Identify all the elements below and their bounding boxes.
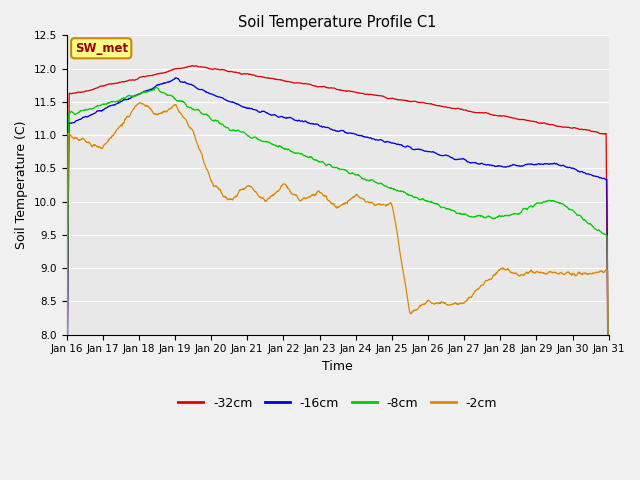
Legend: -32cm, -16cm, -8cm, -2cm: -32cm, -16cm, -8cm, -2cm [173,392,502,415]
Text: SW_met: SW_met [75,42,128,55]
X-axis label: Time: Time [323,360,353,373]
Title: Soil Temperature Profile C1: Soil Temperature Profile C1 [239,15,437,30]
Y-axis label: Soil Temperature (C): Soil Temperature (C) [15,120,28,249]
